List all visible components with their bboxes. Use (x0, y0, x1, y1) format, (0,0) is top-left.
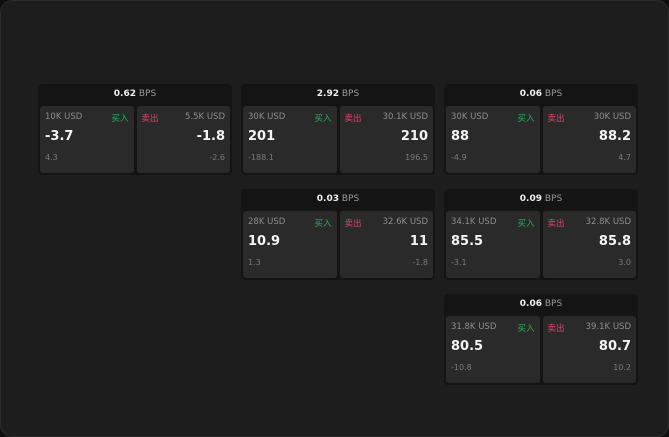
bid-size: 31.8K USD (451, 322, 497, 332)
sell-cell[interactable]: 卖出 30K USD 88.2 4.7 (542, 106, 636, 173)
sell-label: 卖出 (344, 219, 362, 229)
sell-label: 卖出 (344, 114, 362, 124)
bid-size: 10K USD (45, 112, 83, 122)
ask-size: 30.1K USD (382, 112, 428, 122)
sell-label: 卖出 (547, 324, 565, 334)
bid-price: 88 (451, 129, 470, 144)
bid-change: -188.1 (248, 153, 274, 162)
spread-value: 0.62 (113, 89, 136, 99)
buy-cell[interactable]: 10K USD 买入 -3.7 4.3 (40, 106, 134, 173)
sell-label: 卖出 (547, 114, 565, 124)
ask-change: -2.6 (209, 153, 225, 162)
quote-widget: 0.06 BPS 31.8K USD 买入 80.5 -10.8 卖出 39.1K … (444, 294, 638, 385)
spread-header: 0.06 BPS (444, 294, 638, 315)
bid-change: 4.3 (45, 153, 58, 162)
quote-widget: 2.92 BPS 30K USD 买入 201 -188.1 卖出 30.1K US… (241, 84, 435, 175)
ask-size: 39.1K USD (585, 322, 631, 332)
spread-value: 2.92 (316, 89, 339, 99)
ask-price: 80.7 (598, 339, 631, 354)
bid-size: 30K USD (248, 112, 286, 122)
sell-cell[interactable]: 卖出 5.5K USD -1.8 -2.6 (136, 106, 230, 173)
spread-value: 0.03 (316, 194, 339, 204)
sell-cell[interactable]: 卖出 39.1K USD 80.7 10.2 (542, 316, 636, 383)
quote-widget: 0.09 BPS 34.1K USD 买入 85.5 -3.1 卖出 32.8K U… (444, 189, 638, 280)
quote-widget: 0.03 BPS 28K USD 买入 10.9 1.3 卖出 32.6K USD … (241, 189, 435, 280)
spread-header: 2.92 BPS (241, 84, 435, 105)
ask-price: 210 (400, 129, 428, 144)
bid-price: 201 (248, 129, 276, 144)
ask-change: 196.5 (405, 153, 428, 162)
bid-change: -4.9 (451, 153, 467, 162)
spread-value: 0.06 (519, 299, 542, 309)
ask-change: -1.8 (412, 258, 428, 267)
sell-cell[interactable]: 卖出 30.1K USD 210 196.5 (339, 106, 433, 173)
spread-unit: BPS (544, 89, 563, 99)
spread-header: 0.06 BPS (444, 84, 638, 105)
buy-cell[interactable]: 30K USD 买入 88 -4.9 (446, 106, 540, 173)
spread-header: 0.03 BPS (241, 189, 435, 210)
sell-cell[interactable]: 卖出 32.6K USD 11 -1.8 (339, 211, 433, 278)
buy-label: 买入 (517, 324, 535, 334)
spread-value: 0.06 (519, 89, 542, 99)
bid-price: 10.9 (248, 234, 281, 249)
bid-price: 80.5 (451, 339, 484, 354)
quote-widget: 0.06 BPS 30K USD 买入 88 -4.9 卖出 30K USD 88.… (444, 84, 638, 175)
spread-unit: BPS (341, 194, 360, 204)
spread-unit: BPS (341, 89, 360, 99)
buy-label: 买入 (111, 114, 129, 124)
quote-widget: 0.62 BPS 10K USD 买入 -3.7 4.3 卖出 5.5K USD -… (38, 84, 232, 175)
ask-size: 32.6K USD (382, 217, 428, 227)
bid-size: 34.1K USD (451, 217, 497, 227)
ask-size: 32.8K USD (585, 217, 631, 227)
bid-change: -3.1 (451, 258, 467, 267)
buy-label: 买入 (314, 219, 332, 229)
sell-cell[interactable]: 卖出 32.8K USD 85.8 3.0 (542, 211, 636, 278)
spread-header: 0.09 BPS (444, 189, 638, 210)
buy-cell[interactable]: 31.8K USD 买入 80.5 -10.8 (446, 316, 540, 383)
bid-change: 1.3 (248, 258, 261, 267)
ask-size: 30K USD (593, 112, 631, 122)
spread-unit: BPS (544, 194, 563, 204)
ask-price: 11 (409, 234, 428, 249)
bid-price: 85.5 (451, 234, 484, 249)
spread-unit: BPS (544, 299, 563, 309)
buy-label: 买入 (314, 114, 332, 124)
buy-cell[interactable]: 30K USD 买入 201 -188.1 (243, 106, 337, 173)
spread-value: 0.09 (519, 194, 542, 204)
spread-unit: BPS (138, 89, 157, 99)
ask-change: 3.0 (618, 258, 631, 267)
ask-price: -1.8 (196, 129, 225, 144)
spread-header: 0.62 BPS (38, 84, 232, 105)
ask-price: 85.8 (598, 234, 631, 249)
ask-change: 10.2 (613, 363, 631, 372)
bid-change: -10.8 (451, 363, 472, 372)
ask-change: 4.7 (618, 153, 631, 162)
ask-price: 88.2 (598, 129, 631, 144)
bid-size: 28K USD (248, 217, 286, 227)
sell-label: 卖出 (547, 219, 565, 229)
buy-label: 买入 (517, 114, 535, 124)
bid-price: -3.7 (45, 129, 74, 144)
buy-cell[interactable]: 28K USD 买入 10.9 1.3 (243, 211, 337, 278)
sell-label: 卖出 (141, 114, 159, 124)
ask-size: 5.5K USD (185, 112, 225, 122)
buy-cell[interactable]: 34.1K USD 买入 85.5 -3.1 (446, 211, 540, 278)
buy-label: 买入 (517, 219, 535, 229)
bid-size: 30K USD (451, 112, 489, 122)
